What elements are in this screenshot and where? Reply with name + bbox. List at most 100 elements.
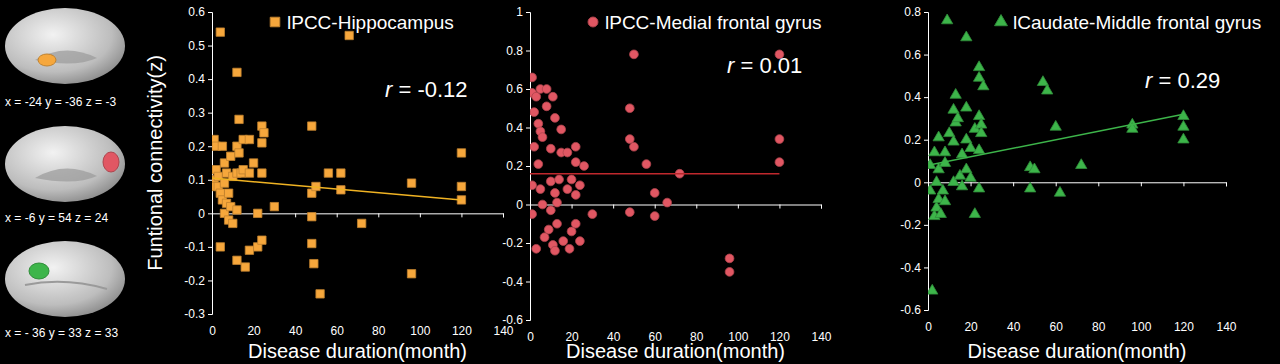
- y-tick: -0.4: [900, 261, 928, 275]
- x-tick-label: 40: [1007, 320, 1021, 334]
- x-tick: 140: [1216, 182, 1236, 333]
- plot-area: [212, 28, 466, 298]
- x-tick-mark: [655, 205, 656, 209]
- y-tick-mark: [208, 46, 212, 47]
- data-point: [948, 135, 959, 145]
- x-axis-line: [531, 205, 822, 209]
- data-point: [565, 244, 574, 253]
- y-tick-mark: [924, 225, 928, 226]
- x-tick: 140: [811, 205, 831, 344]
- data-point: [1029, 163, 1040, 173]
- x-axis-title: Disease duration(month): [566, 340, 785, 362]
- annotation: r = 0.29: [1145, 68, 1220, 93]
- data-point: [229, 219, 237, 227]
- data-point: [950, 89, 961, 99]
- y-axis-line: [924, 13, 929, 311]
- x-tick: 80: [372, 213, 386, 337]
- data-point: [538, 133, 547, 142]
- data-point: [1025, 182, 1036, 192]
- data-point: [544, 225, 553, 234]
- x-tick-mark: [696, 205, 697, 209]
- data-point: [530, 181, 536, 190]
- data-point: [650, 212, 659, 221]
- x-axis: 020406080100120140: [209, 213, 514, 337]
- data-point: [258, 236, 266, 244]
- data-point: [357, 219, 365, 227]
- data-point: [965, 172, 976, 182]
- data-point: [1076, 159, 1087, 169]
- y-tick: 0: [914, 176, 928, 190]
- x-tick-mark: [530, 205, 531, 209]
- y-tick: 0.3: [188, 106, 212, 120]
- y-axis-line: [526, 13, 531, 321]
- x-tick: 120: [1174, 182, 1194, 333]
- x-tick-mark: [295, 213, 296, 217]
- data-point: [588, 210, 597, 219]
- x-tick: 120: [452, 213, 472, 337]
- data-point: [933, 131, 944, 141]
- y-tick-mark: [924, 267, 928, 268]
- inset-caption: x = - 36 y = 33 z = 33: [5, 326, 118, 340]
- data-point: [1042, 84, 1053, 94]
- data-point: [725, 268, 734, 277]
- legend-label: lCaudate-Middle frontal gyrus: [1013, 12, 1261, 33]
- data-point: [931, 176, 942, 186]
- chart: x = -24 y = -36 z = -3-0.3-0.2-0.100.10.…: [5, 5, 514, 362]
- plot-area: [928, 14, 1189, 294]
- data-point: [630, 50, 639, 59]
- data-point: [775, 158, 784, 167]
- y-tick-mark: [208, 146, 212, 147]
- data-point: [563, 185, 572, 194]
- x-tick-mark: [337, 213, 338, 217]
- x-tick-mark: [1141, 182, 1142, 186]
- y-axis: -0.6-0.4-0.200.20.40.60.81: [502, 5, 530, 327]
- y-tick: 0.8: [506, 44, 530, 58]
- y-tick-label: -0.6: [900, 303, 921, 317]
- y-tick: 0.4: [188, 72, 212, 86]
- data-point: [530, 142, 539, 151]
- x-tick-mark: [1013, 182, 1014, 186]
- y-tick: -0.2: [184, 274, 212, 288]
- x-tick-label: 60: [331, 324, 345, 338]
- data-point: [536, 185, 545, 194]
- x-tick: 60: [649, 205, 663, 344]
- data-point: [642, 160, 651, 169]
- x-axis-title: Disease duration(month): [968, 340, 1187, 362]
- y-tick: 0.4: [506, 121, 530, 135]
- y-tick-label: 0: [914, 176, 921, 190]
- data-point: [663, 198, 672, 207]
- legend-marker: [588, 17, 598, 27]
- data-point: [218, 142, 226, 150]
- y-tick-label: 0.6: [506, 82, 523, 96]
- y-tick-label: 0.2: [188, 140, 205, 154]
- x-tick-label: 20: [247, 324, 261, 338]
- inset-caption: x = -24 y = -36 z = -3: [5, 95, 116, 109]
- x-axis: 020406080100120140: [527, 205, 832, 344]
- figure: x = -24 y = -36 z = -3-0.3-0.2-0.100.10.…: [0, 0, 1280, 364]
- data-point: [1178, 133, 1189, 143]
- data-point: [532, 244, 541, 253]
- y-tick: -0.4: [502, 275, 530, 289]
- legend-label: lPCC-Hippocampus: [287, 12, 454, 33]
- data-point: [457, 149, 465, 157]
- legend-marker: [270, 17, 280, 27]
- data-point: [308, 213, 316, 221]
- y-tick-label: -0.1: [184, 240, 205, 254]
- y-tick: -0.1: [184, 240, 212, 254]
- y-tick: -0.2: [502, 236, 530, 250]
- y-axis-title: Funtional connectivity(z): [144, 55, 166, 271]
- y-tick-mark: [924, 182, 928, 183]
- x-tick-label: 120: [1174, 320, 1194, 334]
- y-tick-mark: [526, 243, 530, 244]
- data-point: [324, 169, 332, 177]
- data-point: [978, 80, 989, 90]
- data-point: [316, 290, 324, 298]
- y-tick-label: -0.3: [184, 307, 205, 321]
- x-tick-mark: [503, 213, 504, 217]
- y-tick: 0.5: [188, 39, 212, 53]
- data-point: [260, 129, 268, 137]
- data-point: [258, 139, 266, 147]
- data-point: [258, 169, 266, 177]
- data-point: [233, 206, 241, 214]
- data-point: [553, 219, 562, 228]
